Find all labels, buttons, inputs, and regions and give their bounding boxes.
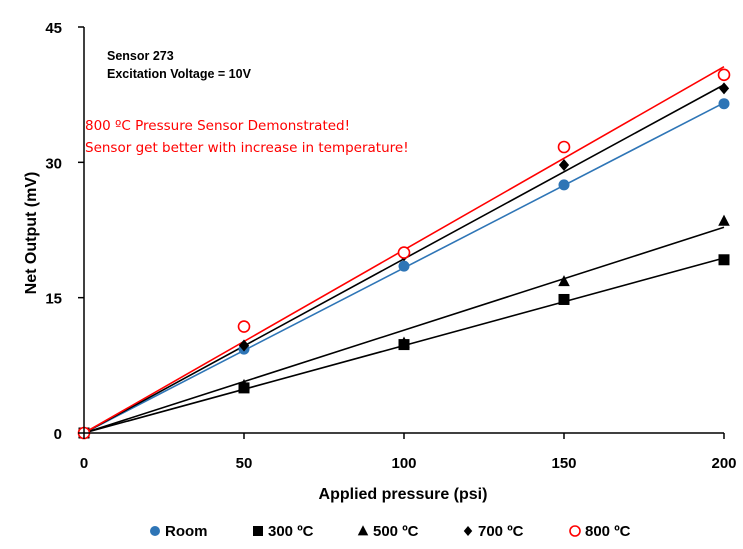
y-tick-label: 0 (54, 426, 62, 443)
data-point-triangle (357, 525, 369, 536)
legend-label: Room (165, 523, 208, 540)
data-point-diamond (718, 82, 730, 95)
red-annotation-line2: Sensor get better with increase in tempe… (85, 140, 409, 156)
trend-line (83, 226, 725, 434)
data-point-square (558, 293, 570, 305)
data-point-circle (150, 526, 160, 536)
red-annotation-line1: 800 ºC Pressure Sensor Demonstrated! (85, 118, 350, 134)
y-tick-label: 45 (45, 20, 62, 37)
data-point-open-circle (237, 320, 251, 333)
legend-label: 300 ºC (268, 523, 314, 540)
data-point-open-circle (557, 140, 571, 154)
x-tick-label: 50 (236, 455, 253, 472)
excitation-annotation: Excitation Voltage = 10V (107, 67, 252, 81)
sensor-annotation: Sensor 273 (107, 49, 174, 63)
y-tick-label: 30 (45, 155, 62, 172)
data-point-open-circle (397, 246, 411, 259)
legend-label: 700 ºC (478, 523, 524, 540)
data-point-circle (718, 98, 730, 110)
data-point-triangle (718, 214, 730, 226)
y-tick-label: 15 (45, 291, 62, 308)
x-tick-label: 150 (551, 455, 576, 472)
data-point-open-circle (717, 68, 731, 82)
data-point-circle (398, 260, 410, 272)
legend-label: 500 ºC (373, 523, 419, 540)
data-point-diamond (463, 526, 473, 536)
legend-label: 800 ºC (585, 523, 631, 540)
x-axis-title: Applied pressure (psi) (319, 486, 488, 503)
chart-legend: Room 300 ºC 500 ºC 700 ºC 800 ºC (150, 523, 631, 540)
data-point-square (253, 526, 263, 536)
x-tick-label: 200 (711, 455, 736, 472)
x-tick-label: 0 (80, 455, 88, 472)
data-point-circle (558, 179, 570, 191)
data-point-triangle (238, 378, 250, 390)
y-axis-title: Net Output (mV) (23, 172, 40, 295)
data-point-diamond (238, 339, 250, 352)
data-point-triangle (398, 336, 410, 348)
data-point-open-circle (569, 525, 581, 537)
data-point-diamond (558, 159, 570, 172)
x-tick-label: 100 (391, 455, 416, 472)
data-point-square (718, 254, 730, 266)
data-point-triangle (558, 275, 570, 287)
